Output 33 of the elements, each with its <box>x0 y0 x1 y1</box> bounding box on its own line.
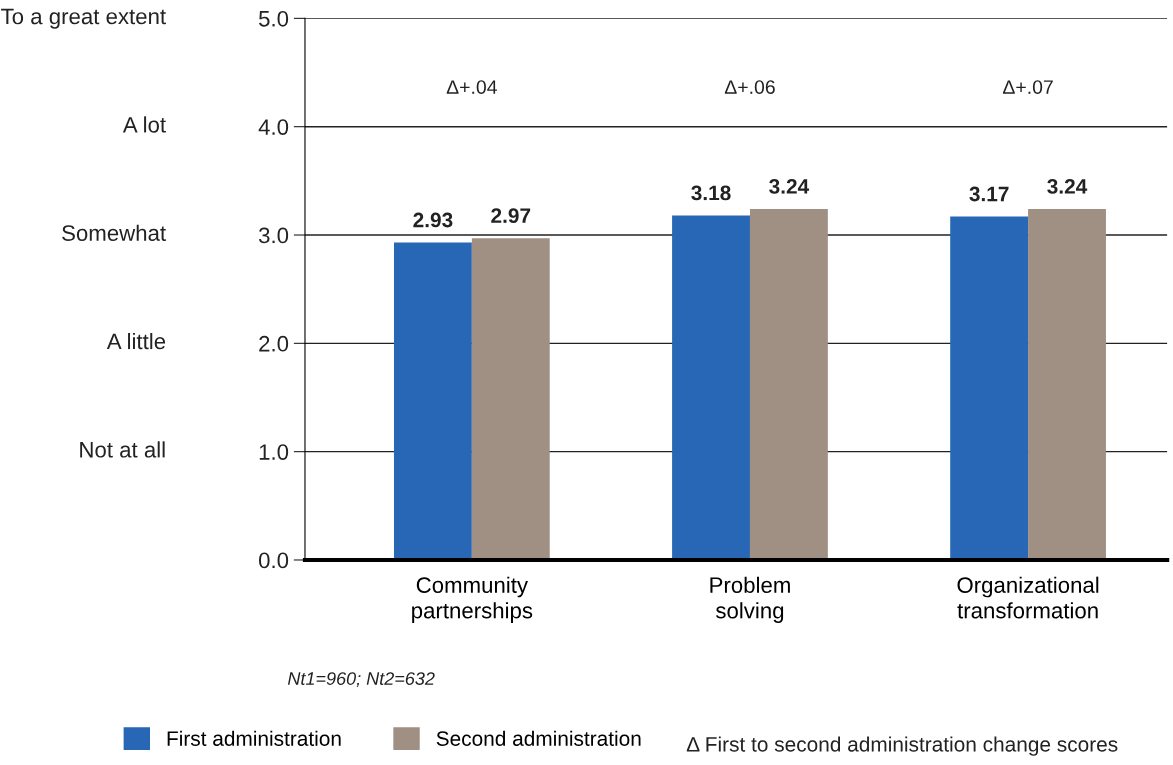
x-tick-label: Problem solving <box>710 576 790 623</box>
y-tick-label: 5.0 <box>259 10 289 27</box>
y-tick-label: 0.0 <box>258 552 289 569</box>
legend-label: Second administration <box>436 730 641 746</box>
data-label: 2.97 <box>491 208 531 224</box>
text: To a great extent <box>1 8 166 29</box>
y-tick-label: 3.0 <box>258 227 289 244</box>
y-tick-label: 1.0 <box>259 444 289 460</box>
text: A little <box>106 332 166 350</box>
text: A lot <box>122 116 166 133</box>
bar <box>672 215 750 560</box>
x-tick-label: Organizational transformation <box>957 576 1099 619</box>
legend-label: First administration <box>167 730 341 746</box>
y-tick-label: 4.0 <box>258 119 289 135</box>
bar <box>1028 209 1106 560</box>
bar <box>950 216 1029 560</box>
bar <box>471 238 550 560</box>
annotation: Δ+.07 <box>1002 80 1053 94</box>
text: Nt1=960; Nt2=632 <box>287 672 435 688</box>
x-tick-label: Community partnerships <box>412 576 533 623</box>
bar <box>749 209 828 560</box>
data-label: 3.18 <box>691 185 731 201</box>
text: Not at all <box>80 441 165 458</box>
annotation: Δ+.06 <box>724 80 775 94</box>
annotation: Δ+.04 <box>446 80 497 94</box>
text: Somewhat <box>62 224 166 241</box>
bar <box>393 242 472 560</box>
data-label: 3.24 <box>769 179 810 194</box>
data-label: 3.17 <box>969 186 1009 202</box>
data-label: 3.24 <box>1047 179 1088 194</box>
text: Δ First to second administration change scores <box>686 736 1118 756</box>
y-tick-label: 2.0 <box>259 335 289 352</box>
data-label: 2.93 <box>413 212 453 228</box>
